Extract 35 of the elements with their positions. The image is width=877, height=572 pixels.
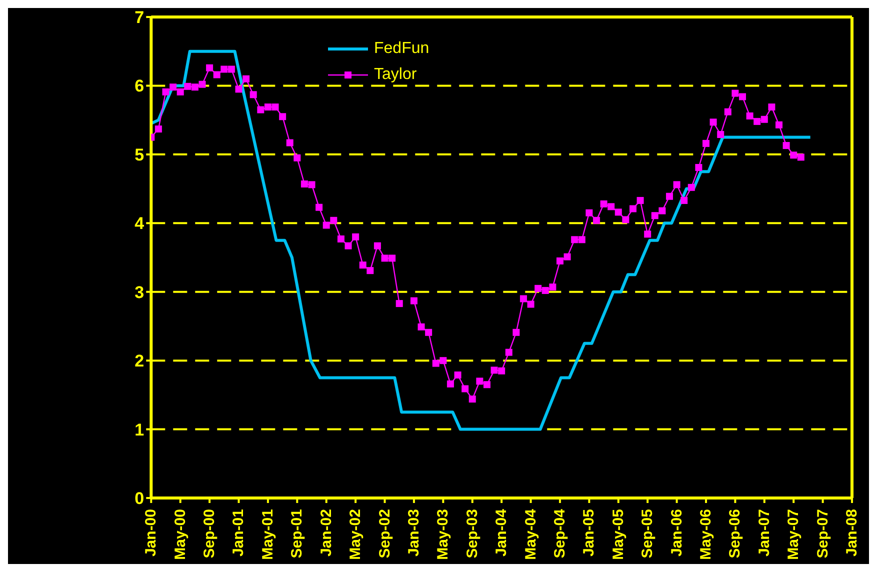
legend-label: Taylor [374,66,417,84]
x-tick-label: May-06 [697,509,714,560]
x-tick-label: Sep-00 [201,509,218,558]
x-tick-label: Jan-05 [580,509,598,557]
x-tick-label: Jan-00 [142,509,160,557]
y-tick-label: 6 [134,76,144,96]
x-tick-label: Sep-04 [551,508,568,558]
y-tick-label: 7 [134,8,144,28]
y-tick-label: 4 [134,214,145,234]
x-tick-label: Jan-04 [493,508,510,557]
y-tick-label: 1 [134,420,144,440]
x-tick-label: Sep-07 [814,509,832,558]
x-tick-label: Jan-06 [668,509,686,557]
x-tick-label: May-03 [434,509,452,560]
legend-label: FedFun [374,40,430,58]
x-tick-label: Jan-02 [318,509,335,557]
x-tick-label: Jan-07 [756,509,773,557]
x-tick-label: Sep-02 [376,509,394,558]
y-tick-label: 0 [134,489,144,508]
x-tick-label: Sep-05 [639,509,656,558]
x-tick-label: May-01 [259,509,276,560]
x-tick-label: Sep-03 [464,509,481,558]
y-tick-label: 3 [134,282,144,302]
x-tick-label: May-07 [785,509,802,560]
x-tick-label: May-05 [610,509,627,560]
x-tick-label: Jan-01 [230,509,248,557]
y-tick-label: 2 [134,352,144,371]
x-tick-label: May-00 [172,509,189,560]
x-tick-label: Sep-01 [288,509,306,558]
x-tick-label: Jan-03 [405,509,422,557]
x-tick-label: Sep-06 [726,509,744,558]
x-tick-label: May-02 [347,509,364,560]
x-tick-label: May-04 [522,508,540,560]
y-tick-label: 5 [134,145,144,164]
x-tick-label: Jan-08 [844,509,860,557]
